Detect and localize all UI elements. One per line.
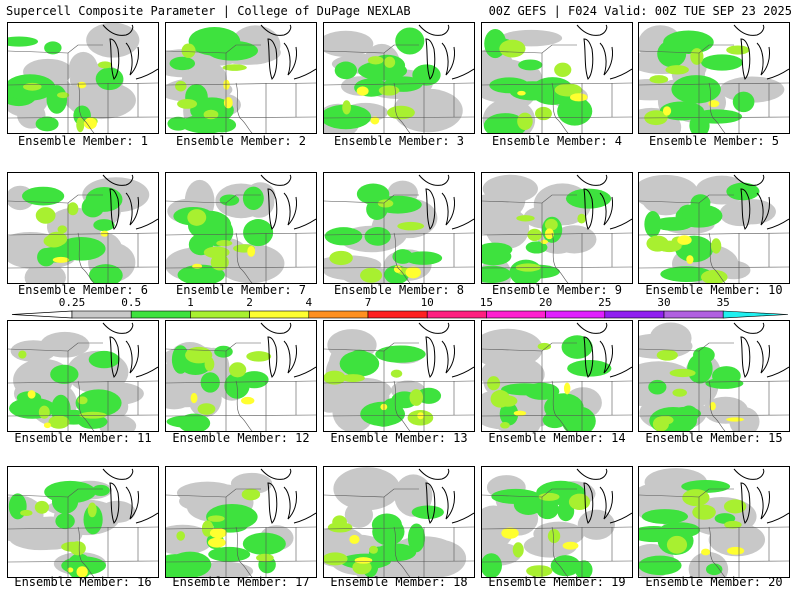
ensemble-member-map (481, 172, 633, 284)
colorbar-high-arrow (722, 310, 789, 319)
ensemble-member-label: Ensemble Member: 1 (17, 134, 149, 148)
colorbar-segment (604, 310, 665, 319)
ensemble-member-label: Ensemble Member: 11 (14, 431, 152, 445)
map-field (324, 24, 474, 133)
colorbar-tick-label: 10 (420, 296, 434, 309)
ensemble-member-label: Ensemble Member: 13 (330, 431, 468, 445)
map-field (166, 24, 316, 133)
colorbar-tick-label: 35 (716, 296, 730, 309)
colorbar: 0.25 0.5 1 2 4 7 10 15 20 25 30 35 (10, 296, 790, 320)
colorbar-segment (308, 310, 369, 319)
ensemble-member-label: Ensemble Member: 17 (172, 575, 310, 589)
colorbar-scale (11, 310, 789, 319)
ensemble-member-map (7, 320, 159, 432)
ensemble-member-map (7, 172, 159, 284)
ensemble-member-map (323, 172, 475, 284)
ensemble-member-label: Ensemble Member: 7 (175, 283, 307, 297)
ensemble-member-label: Ensemble Member: 16 (14, 575, 152, 589)
ensemble-member-map (638, 466, 790, 578)
ensemble-member-label: Ensemble Member: 3 (333, 134, 465, 148)
ensemble-member-map (165, 22, 317, 134)
colorbar-segment (130, 310, 191, 319)
map-field (324, 322, 474, 431)
ensemble-member-map (638, 320, 790, 432)
map-field (639, 468, 789, 577)
ensemble-member-label: Ensemble Member: 4 (491, 134, 623, 148)
map-field (166, 174, 316, 283)
map-title: Supercell Composite Parameter | College … (6, 4, 411, 18)
map-field (166, 322, 316, 431)
colorbar-segment (190, 310, 250, 319)
map-field (639, 322, 789, 431)
colorbar-segment (426, 310, 487, 319)
map-field (8, 322, 158, 431)
ensemble-member-map (323, 320, 475, 432)
colorbar-tick-label: 20 (538, 296, 553, 309)
colorbar-segment (71, 310, 132, 319)
ensemble-member-map (481, 22, 633, 134)
colorbar-segment (249, 310, 310, 319)
colorbar-low-arrow (11, 310, 73, 319)
ensemble-member-label: Ensemble Member: 20 (645, 575, 783, 589)
map-field (8, 174, 158, 283)
ensemble-member-map (481, 320, 633, 432)
ensemble-member-label: Ensemble Member: 12 (172, 431, 310, 445)
ensemble-member-label: Ensemble Member: 15 (645, 431, 783, 445)
colorbar-segment (663, 310, 724, 319)
run-valid-time: 00Z GEFS | F024 Valid: 00Z TUE SEP 23 20… (488, 4, 792, 18)
ensemble-member-map (7, 466, 159, 578)
ensemble-member-label: Ensemble Member: 8 (333, 283, 465, 297)
map-field (482, 24, 632, 133)
colorbar-tick-label: 4 (305, 296, 313, 309)
map-field (166, 468, 316, 577)
ensemble-member-map (165, 172, 317, 284)
ensemble-member-map (7, 22, 159, 134)
colorbar-tick-label: 0.25 (58, 296, 86, 309)
ensemble-member-map (323, 466, 475, 578)
ensemble-member-label: Ensemble Member: 9 (491, 283, 623, 297)
map-field (324, 174, 474, 283)
ensemble-member-label: Ensemble Member: 10 (645, 283, 783, 297)
map-field (482, 322, 632, 431)
ensemble-member-map (165, 466, 317, 578)
map-field (8, 468, 158, 577)
colorbar-segment (545, 310, 606, 319)
ensemble-member-map (323, 22, 475, 134)
ensemble-member-map (481, 466, 633, 578)
colorbar-tick-label: 7 (364, 296, 372, 309)
map-field (482, 174, 632, 283)
ensemble-member-label: Ensemble Member: 6 (17, 283, 149, 297)
ensemble-member-label: Ensemble Member: 19 (488, 575, 626, 589)
ensemble-member-map (638, 172, 790, 284)
map-field (639, 174, 789, 283)
colorbar-tick-label: 25 (598, 296, 612, 309)
map-field (639, 24, 789, 133)
map-field (482, 468, 632, 577)
colorbar-tick-label: 1 (187, 296, 194, 309)
ensemble-member-map (165, 320, 317, 432)
colorbar-segment (367, 310, 428, 319)
map-field (324, 467, 474, 577)
ensemble-member-label: Ensemble Member: 14 (488, 431, 626, 445)
colorbar-tick-label: 15 (479, 296, 494, 309)
ensemble-member-label: Ensemble Member: 2 (175, 134, 307, 148)
colorbar-tick-label: 0.5 (121, 296, 142, 309)
map-field (8, 23, 158, 133)
colorbar-tick-label: 2 (246, 296, 253, 309)
ensemble-member-map (638, 22, 790, 134)
ensemble-member-label: Ensemble Member: 18 (330, 575, 468, 589)
colorbar-tick-label: 30 (657, 296, 671, 309)
ensemble-member-label: Ensemble Member: 5 (648, 134, 780, 148)
colorbar-segment (486, 310, 546, 319)
